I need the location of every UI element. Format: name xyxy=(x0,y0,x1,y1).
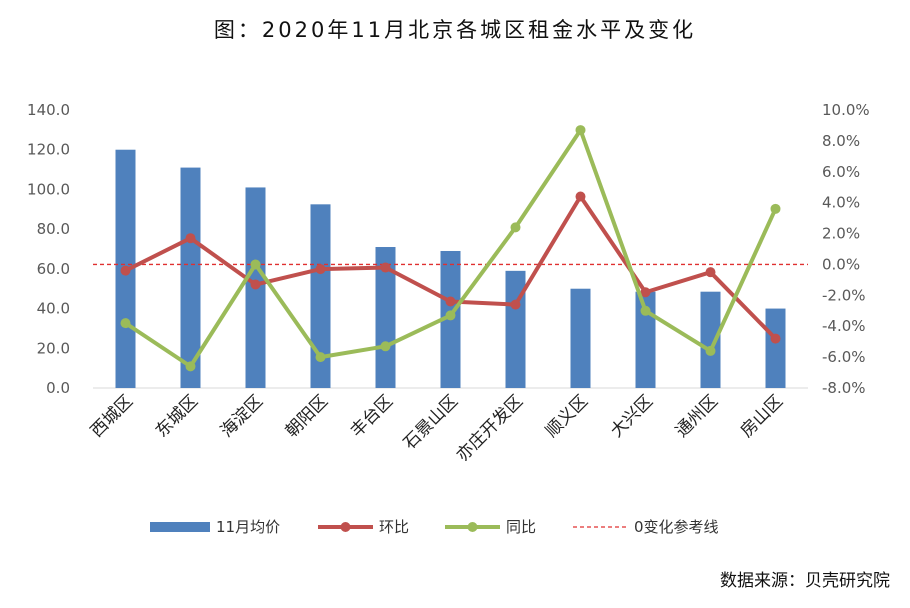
bar xyxy=(765,308,786,388)
category-label: 海淀区 xyxy=(217,391,267,441)
legend-marker xyxy=(340,522,351,532)
data-point xyxy=(705,345,716,356)
left-tick-label: 40.0 xyxy=(37,300,70,318)
right-tick-label: -4.0% xyxy=(822,317,866,335)
data-point xyxy=(510,299,521,310)
data-point xyxy=(185,233,196,244)
bar xyxy=(700,291,721,388)
right-tick-label: 2.0% xyxy=(822,225,860,243)
category-label: 西城区 xyxy=(87,391,137,441)
data-point xyxy=(445,296,456,307)
bar xyxy=(310,204,331,388)
left-axis: 0.0 20.0 40.0 60.0 80.0 100.0 120.0 140.0 xyxy=(27,101,808,397)
data-point xyxy=(185,361,196,372)
right-tick-label: 6.0% xyxy=(822,163,860,181)
category-label: 朝阳区 xyxy=(282,391,332,441)
right-axis: -8.0% -6.0% -4.0% -2.0% 0.0% 2.0% 4.0% 6.0% 8.0%… xyxy=(822,101,870,397)
right-tick-label: -8.0% xyxy=(822,379,866,397)
bar xyxy=(505,270,526,388)
data-point xyxy=(445,310,456,321)
right-tick-label: 0.0% xyxy=(822,255,860,273)
left-tick-label: 100.0 xyxy=(27,180,70,198)
line-series xyxy=(120,125,781,372)
bar-series xyxy=(115,149,786,388)
data-point xyxy=(640,287,651,298)
legend-label: 环比 xyxy=(379,518,409,536)
bar xyxy=(180,167,201,388)
left-tick-label: 60.0 xyxy=(37,260,70,278)
data-point xyxy=(380,341,391,352)
category-label: 大兴区 xyxy=(607,391,657,441)
category-label: 亦庄开发区 xyxy=(453,391,527,465)
left-tick-label: 0.0 xyxy=(46,379,70,397)
category-label: 房山区 xyxy=(737,391,787,441)
data-point xyxy=(120,318,131,329)
data-point xyxy=(315,264,326,275)
legend-swatch xyxy=(150,522,210,532)
data-point xyxy=(250,279,261,290)
legend-label: 0变化参考线 xyxy=(634,518,719,536)
bar xyxy=(375,247,396,388)
data-point xyxy=(640,305,651,316)
left-tick-label: 120.0 xyxy=(27,141,70,159)
bar xyxy=(570,288,591,388)
data-point xyxy=(380,262,391,273)
category-label: 东城区 xyxy=(152,391,202,441)
data-point xyxy=(120,265,131,276)
left-tick-label: 140.0 xyxy=(27,101,70,119)
data-point xyxy=(510,222,521,233)
right-tick-label: -6.0% xyxy=(822,348,866,366)
category-label: 顺义区 xyxy=(542,391,592,441)
legend-label: 同比 xyxy=(506,518,536,536)
data-point xyxy=(575,191,586,202)
right-tick-label: 10.0% xyxy=(822,101,870,119)
source-note: 数据来源：贝壳研究院 xyxy=(720,571,890,591)
category-label: 石景山区 xyxy=(400,391,462,453)
legend-label: 11月均价 xyxy=(216,518,280,536)
chart-title: 图：2020年11月北京各城区租金水平及变化 xyxy=(213,18,697,42)
right-tick-label: -2.0% xyxy=(822,286,866,304)
data-point xyxy=(770,203,781,214)
left-tick-label: 80.0 xyxy=(37,220,70,238)
legend: 11月均价 环比 同比 0变化参考线 xyxy=(150,518,719,536)
data-point xyxy=(705,267,716,278)
data-point xyxy=(770,333,781,344)
category-label: 通州区 xyxy=(672,391,722,441)
category-label: 丰台区 xyxy=(347,391,397,441)
right-tick-label: 8.0% xyxy=(822,132,860,150)
right-tick-label: 4.0% xyxy=(822,194,860,212)
data-point xyxy=(250,259,261,270)
left-tick-label: 20.0 xyxy=(37,339,70,357)
data-point xyxy=(315,352,326,363)
legend-marker xyxy=(467,522,478,532)
data-point xyxy=(575,125,586,136)
